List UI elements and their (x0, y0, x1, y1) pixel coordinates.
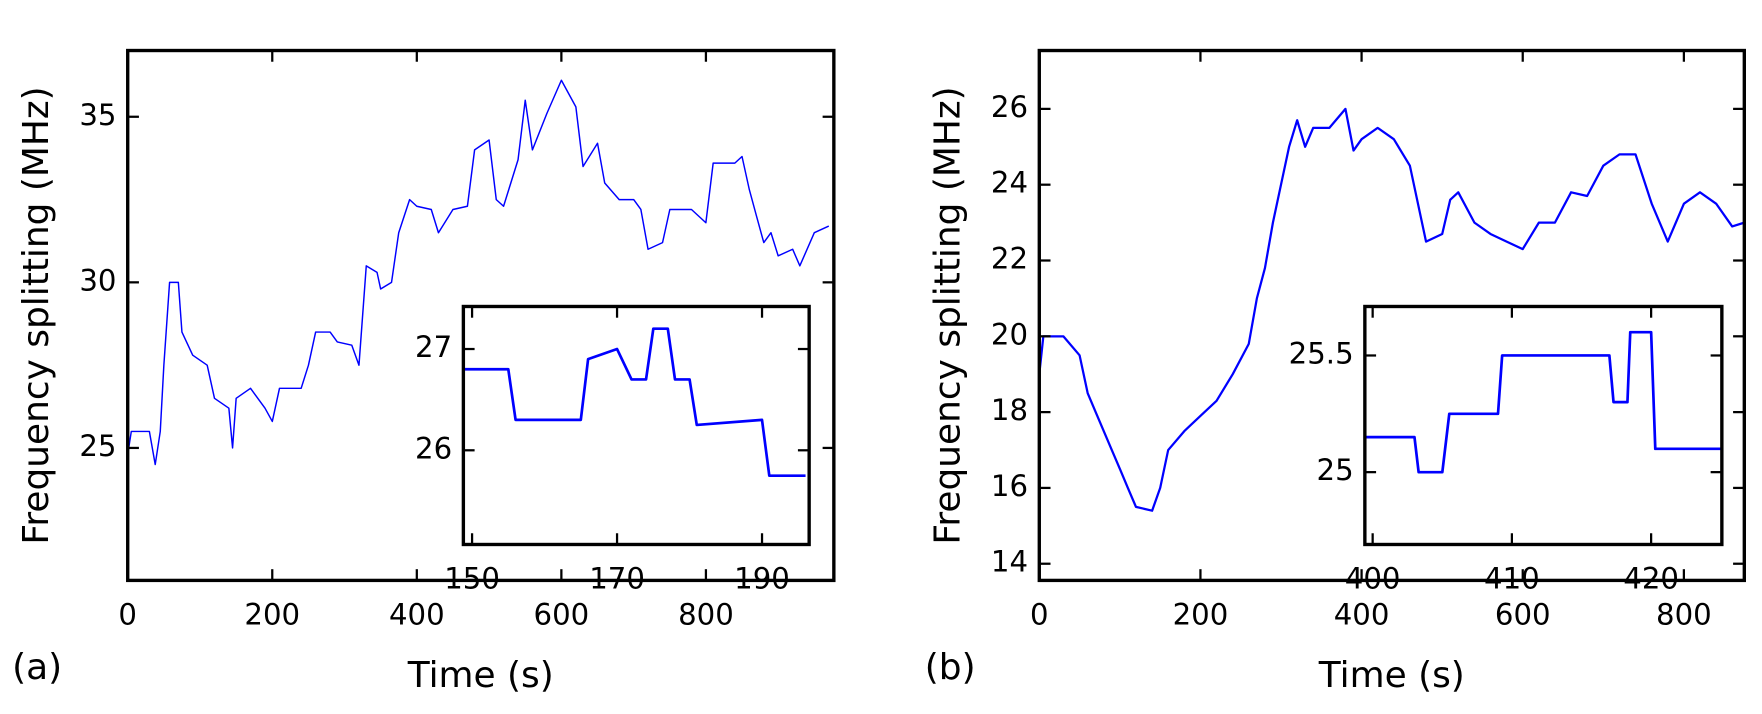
y-tick-label: 14 (991, 545, 1028, 579)
x-axis-label: Time (s) (1318, 655, 1465, 696)
x-tick-label: 190 (734, 561, 790, 595)
y-tick-label: 26 (415, 431, 452, 465)
y-tick-label: 25.5 (1289, 336, 1354, 370)
plot-area (463, 306, 810, 545)
y-tick-label: 30 (79, 263, 116, 297)
y-tick-label: 22 (991, 242, 1028, 276)
x-tick-label: 200 (244, 597, 300, 631)
y-tick-label: 25 (79, 429, 116, 463)
data-line (1038, 107, 1745, 512)
axes-box (1363, 304, 1724, 547)
axes-box (126, 48, 836, 583)
x-tick-label: 420 (1623, 561, 1679, 595)
y-tick-label: 24 (991, 166, 1028, 200)
y-axis-label: Frequency splitting (MHz) (927, 86, 968, 544)
x-tick-label: 0 (118, 597, 137, 631)
data-line (1365, 330, 1721, 474)
y-tick-label: 20 (991, 317, 1028, 351)
x-tick-label: 400 (389, 597, 445, 631)
x-tick-label: 0 (1030, 597, 1049, 631)
x-tick-label: 410 (1484, 561, 1540, 595)
x-tick-label: 600 (1495, 597, 1551, 631)
y-axis-label: Frequency splitting (MHz) (16, 86, 57, 544)
x-tick-label: 150 (444, 561, 500, 595)
x-tick-label: 170 (589, 561, 645, 595)
data-line (126, 79, 830, 466)
x-tick-label: 800 (1656, 597, 1712, 631)
y-tick-label: 25 (1317, 453, 1354, 487)
y-tick-label: 35 (79, 98, 116, 132)
panel-label: (b) (925, 647, 976, 688)
x-tick-label: 400 (1334, 597, 1390, 631)
y-tick-label: 27 (415, 330, 452, 364)
x-axis-label: Time (s) (407, 655, 554, 696)
x-tick-label: 200 (1173, 597, 1229, 631)
plot-area (1364, 306, 1722, 545)
data-line (464, 327, 806, 478)
y-tick-label: 16 (991, 469, 1028, 503)
panel-label: (a) (12, 647, 62, 688)
y-tick-label: 26 (991, 90, 1028, 124)
y-tick-label: 18 (991, 393, 1028, 427)
axes-box (461, 304, 811, 547)
x-tick-label: 400 (1345, 561, 1401, 595)
x-tick-label: 800 (678, 597, 734, 631)
x-tick-label: 600 (534, 597, 590, 631)
axes-box (1037, 48, 1746, 583)
